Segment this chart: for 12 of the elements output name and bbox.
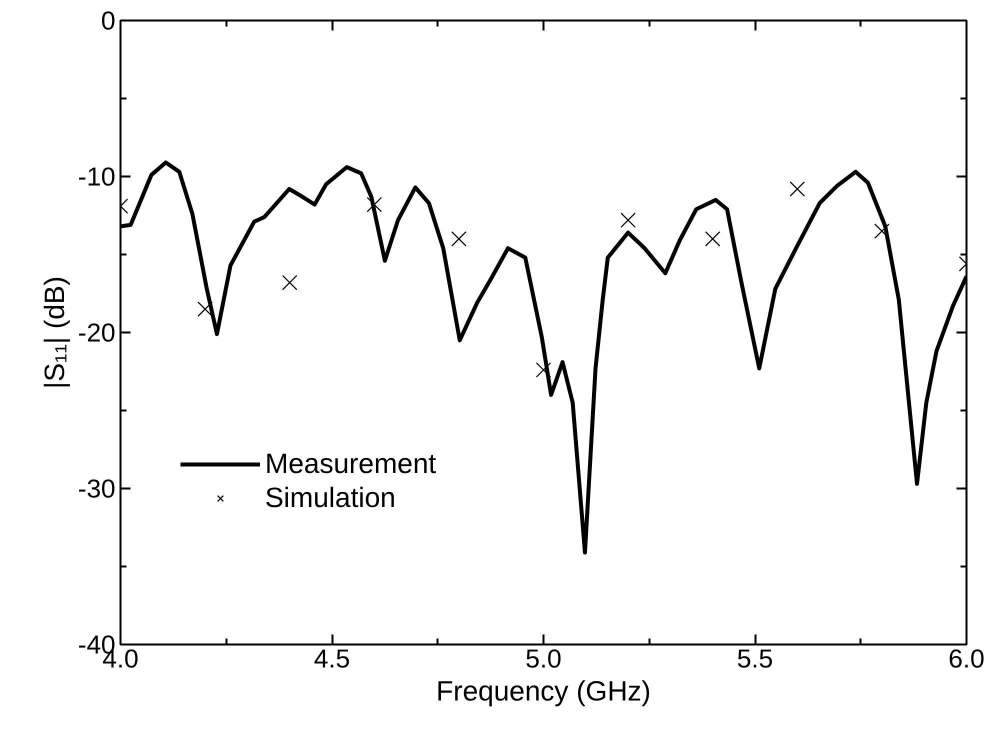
legend-label: Simulation	[265, 482, 396, 514]
y-tick-label: -10	[78, 162, 116, 192]
x-tick-label: 5.0	[525, 644, 562, 674]
y-axis-title: |S₁₁| (dB)	[38, 276, 70, 389]
legend-label: Measurement	[265, 448, 436, 480]
y-tick-label: 0	[101, 6, 116, 36]
x-tick-label: 6.0	[948, 644, 985, 674]
y-tick-label: -30	[78, 474, 116, 504]
x-tick-label: 5.5	[736, 644, 774, 674]
x-tick-label: 4.5	[314, 644, 350, 674]
x-axis-title: Frequency (GHz)	[436, 676, 651, 706]
y-tick-label: -20	[78, 318, 116, 348]
